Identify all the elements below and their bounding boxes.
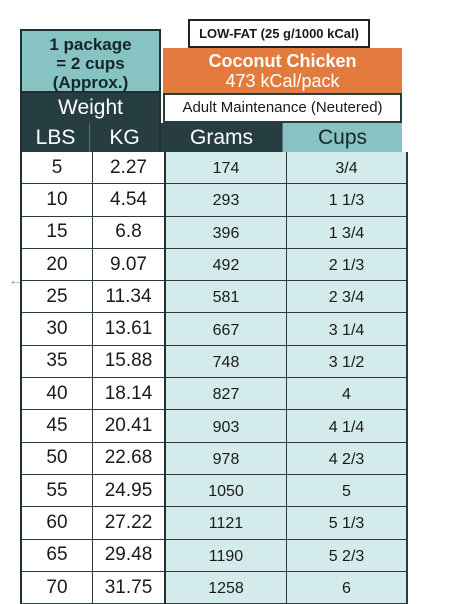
- cell-kg: 29.48: [92, 539, 166, 572]
- cell-cups: 1 1/3: [286, 183, 408, 217]
- cell-cups: 4 1/4: [286, 409, 408, 443]
- cell-grams: 396: [165, 216, 287, 249]
- table-row: 5 2.27 174 3/4: [20, 152, 408, 185]
- table-row: 70 31.75 1258 6: [20, 571, 408, 604]
- cell-lbs: 25: [20, 280, 93, 314]
- package-line-2: = 2 cups: [56, 54, 125, 73]
- cell-cups: 3 1/2: [286, 345, 408, 379]
- cell-kg: 6.8: [92, 216, 166, 249]
- life-stage-label: Adult Maintenance (Neutered): [163, 93, 402, 123]
- cell-grams: 748: [165, 345, 287, 379]
- cell-kg: 24.95: [92, 474, 166, 508]
- column-header-cups: Cups: [283, 123, 402, 152]
- cell-cups: 4 2/3: [286, 442, 408, 475]
- cell-kg: 22.68: [92, 442, 166, 475]
- package-line-1: 1 package: [49, 35, 132, 54]
- cell-grams: 293: [165, 183, 287, 217]
- cell-lbs: 60: [20, 506, 93, 540]
- cell-cups: 5 2/3: [286, 539, 408, 572]
- cell-cups: 1 3/4: [286, 216, 408, 249]
- cell-lbs: 55: [20, 474, 93, 508]
- cell-lbs: 20: [20, 248, 93, 282]
- cell-kg: 13.61: [92, 312, 166, 346]
- weight-header: Weight: [20, 93, 161, 123]
- cell-lbs: 65: [20, 539, 93, 572]
- table-row: 30 13.61 667 3 1/4: [20, 312, 408, 346]
- cell-grams: 827: [165, 377, 287, 411]
- cell-grams: 667: [165, 312, 287, 346]
- cell-cups: 6: [286, 571, 408, 604]
- cell-lbs: 45: [20, 409, 93, 443]
- table-row: 35 15.88 748 3 1/2: [20, 345, 408, 379]
- cell-lbs: 50: [20, 442, 93, 475]
- cell-lbs: 70: [20, 571, 93, 604]
- feeding-table: 5 2.27 174 3/4 10 4.54 293 1 1/3 15 6.8 …: [20, 152, 408, 604]
- cell-cups: 5 1/3: [286, 506, 408, 540]
- recipe-calories: 473 kCal/pack: [225, 71, 340, 91]
- cell-cups: 3 1/4: [286, 312, 408, 346]
- cell-cups: 4: [286, 377, 408, 411]
- table-row: 50 22.68 978 4 2/3: [20, 442, 408, 475]
- cell-kg: 18.14: [92, 377, 166, 411]
- cell-lbs: 15: [20, 216, 93, 249]
- cell-cups: 3/4: [286, 152, 408, 185]
- table-row: 65 29.48 1190 5 2/3: [20, 539, 408, 572]
- column-header-grams: Grams: [161, 123, 283, 152]
- cell-lbs: 35: [20, 345, 93, 379]
- package-info-header: 1 package = 2 cups (Approx.): [20, 29, 161, 93]
- left-arrow-icon[interactable]: ←: [8, 272, 24, 289]
- table-row: 45 20.41 903 4 1/4: [20, 409, 408, 443]
- cell-lbs: 5: [20, 152, 93, 185]
- table-row: 15 6.8 396 1 3/4: [20, 216, 408, 249]
- cell-grams: 1190: [165, 539, 287, 572]
- low-fat-badge: LOW-FAT (25 g/1000 kCal): [188, 19, 370, 48]
- recipe-name: Coconut Chicken: [208, 51, 357, 71]
- table-row: 40 18.14 827 4: [20, 377, 408, 411]
- column-header-kg: KG: [90, 123, 161, 152]
- table-row: 60 27.22 1121 5 1/3: [20, 506, 408, 540]
- column-header-lbs: LBS: [20, 123, 90, 152]
- cell-lbs: 40: [20, 377, 93, 411]
- table-row: 55 24.95 1050 5: [20, 474, 408, 508]
- package-line-3: (Approx.): [52, 73, 129, 92]
- cell-kg: 15.88: [92, 345, 166, 379]
- cell-grams: 492: [165, 248, 287, 282]
- cell-lbs: 10: [20, 183, 93, 217]
- cell-cups: 2 3/4: [286, 280, 408, 314]
- cell-grams: 978: [165, 442, 287, 475]
- cell-cups: 5: [286, 474, 408, 508]
- cell-kg: 9.07: [92, 248, 166, 282]
- cell-grams: 1050: [165, 474, 287, 508]
- cell-kg: 11.34: [92, 280, 166, 314]
- cell-cups: 2 1/3: [286, 248, 408, 282]
- cell-lbs: 30: [20, 312, 93, 346]
- cell-grams: 1121: [165, 506, 287, 540]
- cell-kg: 4.54: [92, 183, 166, 217]
- cell-grams: 903: [165, 409, 287, 443]
- cell-kg: 31.75: [92, 571, 166, 604]
- cell-kg: 2.27: [92, 152, 166, 185]
- table-row: 10 4.54 293 1 1/3: [20, 183, 408, 217]
- cell-grams: 1258: [165, 571, 287, 604]
- cell-kg: 20.41: [92, 409, 166, 443]
- table-row: 20 9.07 492 2 1/3: [20, 248, 408, 282]
- cell-kg: 27.22: [92, 506, 166, 540]
- table-row: 25 11.34 581 2 3/4: [20, 280, 408, 314]
- cell-grams: 581: [165, 280, 287, 314]
- recipe-header: Coconut Chicken 473 kCal/pack: [163, 48, 402, 93]
- cell-grams: 174: [165, 152, 287, 185]
